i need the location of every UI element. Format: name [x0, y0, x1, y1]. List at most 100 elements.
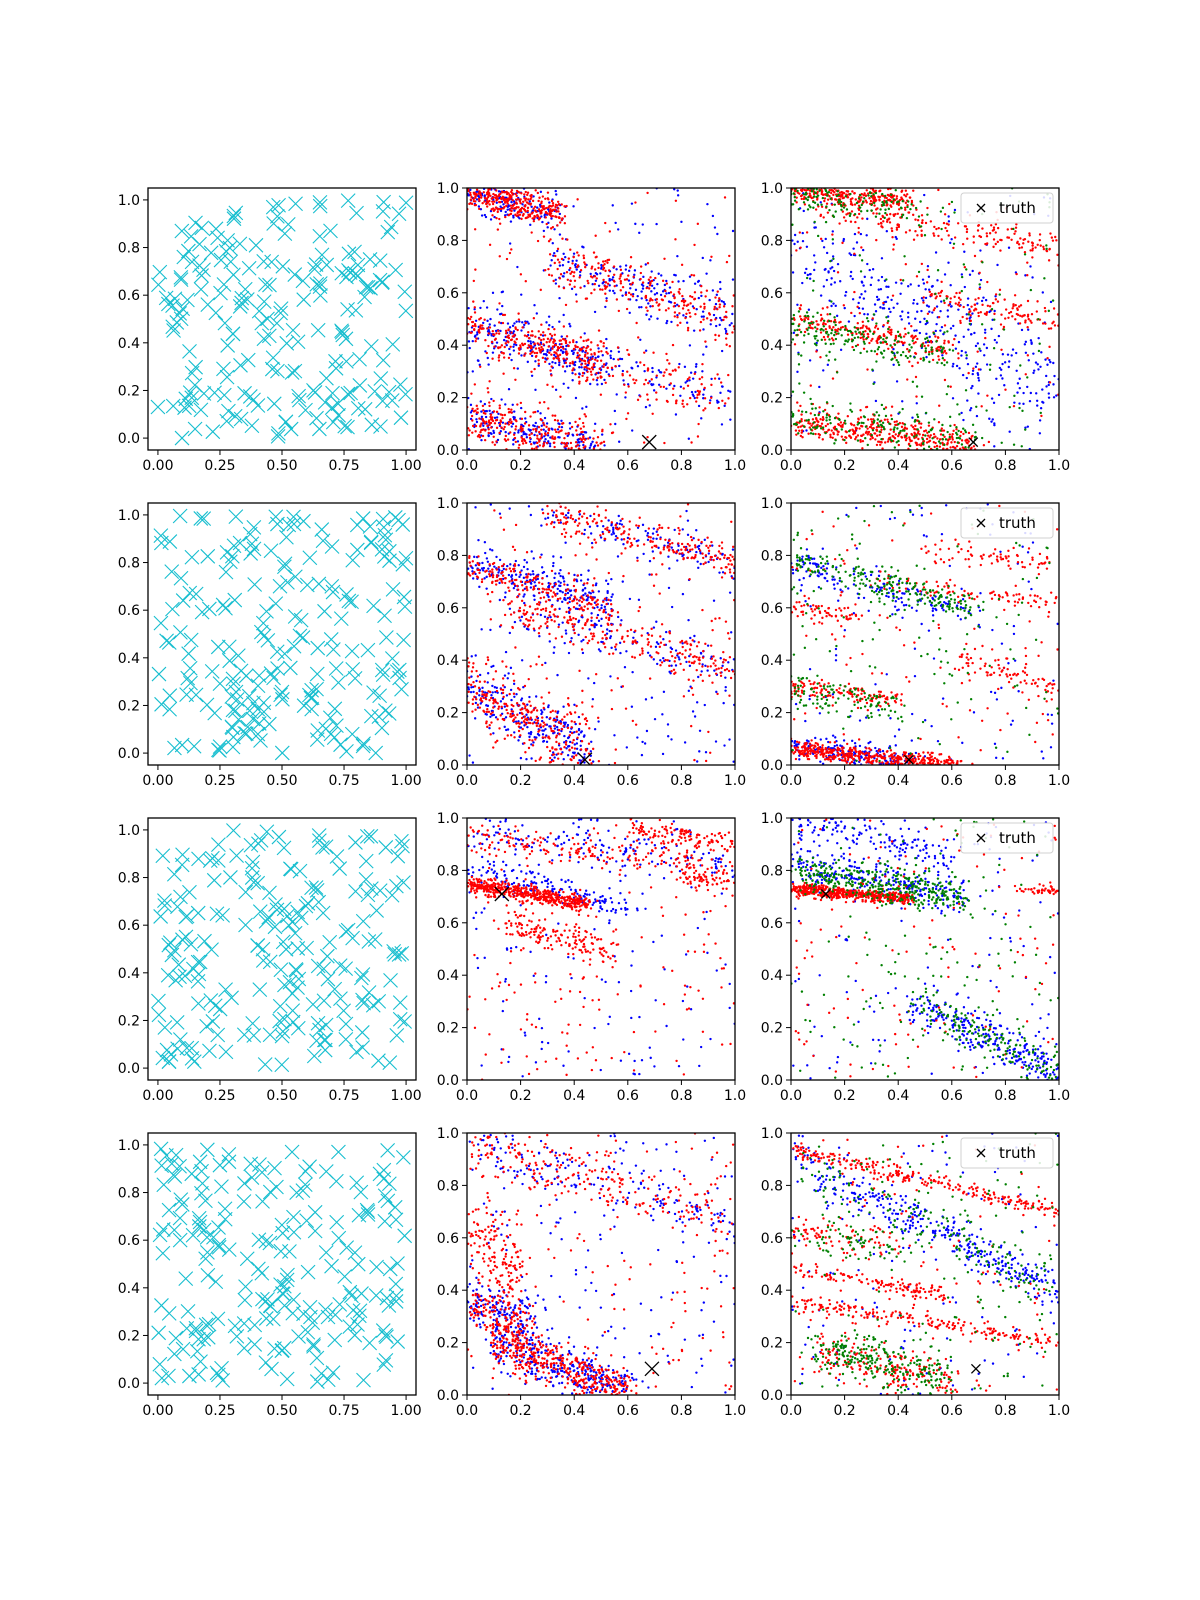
sample-point [201, 601, 217, 617]
particle [639, 277, 642, 281]
particle [861, 320, 864, 324]
particle [534, 360, 537, 363]
particle [725, 316, 728, 319]
particle [657, 369, 661, 372]
particle [847, 338, 850, 341]
particle [982, 444, 986, 447]
particle [492, 435, 495, 438]
particle [996, 263, 999, 267]
particle [553, 646, 556, 649]
particle [874, 189, 878, 192]
particle [531, 209, 534, 212]
particle [1026, 354, 1030, 357]
particle [1001, 377, 1004, 380]
particle [665, 387, 668, 390]
particle [939, 433, 943, 436]
particle [953, 440, 956, 444]
particle [501, 313, 505, 317]
particle [968, 273, 972, 276]
particle [1006, 228, 1009, 231]
particle [672, 305, 676, 308]
sample-point [221, 403, 236, 419]
particle [893, 343, 897, 347]
particle [962, 263, 966, 266]
particle [1024, 351, 1028, 354]
particle [831, 214, 835, 217]
particle [537, 359, 540, 362]
particle [606, 282, 610, 285]
particle [593, 352, 596, 355]
particle [808, 192, 811, 195]
particle [885, 230, 889, 233]
particle [797, 432, 800, 435]
particle [558, 216, 561, 220]
particle [877, 345, 881, 349]
particle [550, 215, 553, 218]
particle [539, 437, 543, 440]
particle [574, 445, 578, 448]
particle [684, 316, 687, 320]
particle [651, 298, 654, 302]
sample-point [263, 666, 279, 681]
particle [582, 425, 585, 428]
particle [864, 290, 867, 293]
particle [929, 339, 933, 343]
particle [1031, 244, 1034, 247]
particle [489, 421, 493, 425]
particle [812, 200, 815, 204]
particle [519, 427, 522, 430]
particle [963, 265, 967, 269]
x-tick-label: 1.0 [724, 458, 746, 474]
particle [843, 203, 846, 206]
particle [802, 391, 806, 394]
particle [619, 282, 623, 285]
particle [1026, 315, 1030, 318]
particle [506, 438, 510, 441]
particle [579, 336, 583, 339]
particle [862, 421, 865, 425]
particle [799, 188, 803, 192]
particle [900, 189, 904, 192]
particle [467, 396, 470, 400]
particle [509, 666, 513, 670]
particle [940, 227, 943, 231]
particle [979, 278, 983, 282]
particle [791, 415, 794, 418]
sample-point [162, 701, 177, 717]
sample-point [344, 594, 359, 610]
particle [824, 342, 827, 345]
particle [908, 436, 911, 439]
particle [702, 393, 705, 396]
particle [907, 200, 910, 203]
particle [526, 346, 529, 350]
y-tick-label: 0.0 [118, 431, 140, 447]
x-tick-label: 0.50 [266, 773, 297, 789]
x-tick-label: 0.50 [266, 458, 297, 474]
particle [590, 366, 594, 369]
particle [541, 334, 545, 337]
particle [678, 312, 681, 315]
particle [682, 387, 685, 390]
particle [609, 675, 612, 678]
particle [1006, 236, 1009, 239]
particle [538, 430, 541, 434]
particle [936, 269, 940, 272]
particle [900, 196, 903, 199]
particle [914, 352, 918, 355]
particle [908, 438, 912, 441]
particle [1049, 360, 1052, 364]
particle [882, 338, 885, 341]
particle [834, 323, 837, 327]
particle [868, 268, 871, 272]
particle [529, 415, 532, 418]
particle [825, 419, 828, 422]
particle [507, 388, 511, 391]
particle [591, 355, 594, 358]
particle [505, 257, 509, 261]
particle [606, 261, 609, 264]
particle [890, 328, 893, 332]
particle [861, 439, 865, 443]
particle [475, 404, 478, 408]
particle [680, 220, 683, 224]
particle [547, 315, 551, 318]
